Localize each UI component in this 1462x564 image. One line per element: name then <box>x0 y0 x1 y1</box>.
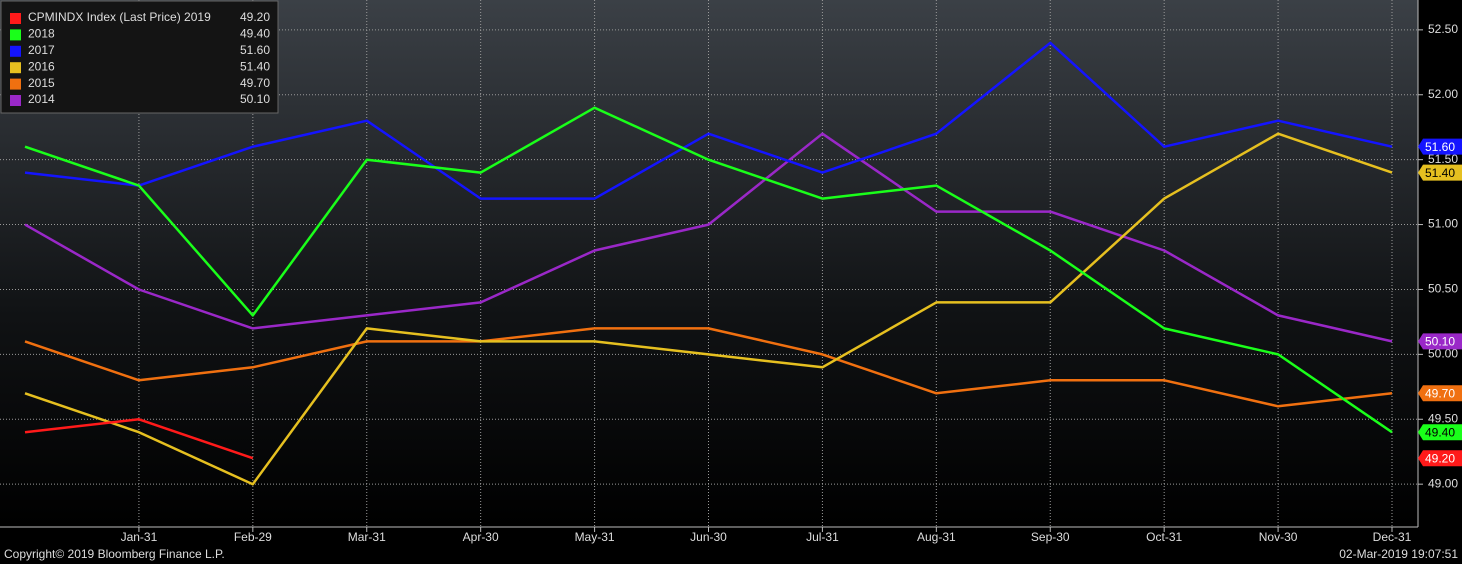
value-tag-label: 51.40 <box>1425 166 1455 180</box>
y-tick-label: 50.00 <box>1428 347 1458 361</box>
legend-value: 49.70 <box>240 76 270 90</box>
series-line <box>24 41 1393 200</box>
series-line <box>24 418 254 460</box>
legend-label: 2015 <box>28 76 55 90</box>
x-tick-label: Jul-31 <box>806 530 839 544</box>
value-tag <box>1418 385 1462 402</box>
legend-label: 2016 <box>28 59 55 73</box>
legend-box <box>0 0 279 114</box>
x-tick-label: May-31 <box>575 530 615 544</box>
value-tags: 49.20 49.40 51.60 51.40 49.70 50.10 <box>1418 138 1462 467</box>
y-tick-label: 51.50 <box>1428 152 1458 166</box>
value-tag-label: 51.60 <box>1425 140 1455 154</box>
legend-swatch <box>10 95 21 106</box>
legend-swatch <box>10 29 21 41</box>
legend-label: 2014 <box>28 92 55 106</box>
lines <box>24 41 1393 486</box>
value-tag <box>1418 164 1462 181</box>
series-line <box>24 327 1393 408</box>
value-tag-label: 49.40 <box>1425 425 1455 439</box>
legend-swatch <box>10 78 21 90</box>
legend-value: 49.20 <box>240 10 270 24</box>
legend-swatch <box>10 13 21 24</box>
series-line <box>24 132 1393 486</box>
legend-value: 51.60 <box>240 43 270 57</box>
x-tick-label: Feb-29 <box>234 530 272 544</box>
x-tick-label: Aug-31 <box>917 530 956 544</box>
y-tick-label: 49.50 <box>1428 411 1458 425</box>
value-tag-label: 49.20 <box>1425 451 1455 465</box>
y-tick-label: 49.00 <box>1428 476 1458 490</box>
x-tick-label: Mar-31 <box>348 530 386 544</box>
legend: CPMINDX Index (Last Price) 2019 49.20 2018… <box>0 0 279 114</box>
y-tick-label: 51.00 <box>1428 217 1458 231</box>
value-tag <box>1418 138 1462 155</box>
legend-label: CPMINDX Index (Last Price) 2019 <box>28 10 211 24</box>
legend-value: 50.10 <box>240 92 270 106</box>
value-tag <box>1418 450 1462 467</box>
value-tag-label: 49.70 <box>1425 386 1455 400</box>
legend-swatch <box>10 62 21 74</box>
legend-label: 2017 <box>28 43 55 57</box>
legend-label: 2018 <box>28 27 55 41</box>
copyright: Copyright© 2019 Bloomberg Finance L.P. <box>4 547 225 561</box>
x-tick-label: Dec-31 <box>1373 530 1412 544</box>
x-tick-label: Jan-31 <box>121 530 158 544</box>
value-tag <box>1418 424 1462 441</box>
x-tick-label: Apr-30 <box>463 530 499 544</box>
y-tick-label: 50.50 <box>1428 282 1458 296</box>
legend-value: 49.40 <box>240 27 270 41</box>
legend-value: 51.40 <box>240 59 270 73</box>
x-tick-label: Sep-30 <box>1031 530 1070 544</box>
series-line <box>24 106 1393 434</box>
axis-labels: 49.00 49.50 50.00 50.50 51.00 51.50 52.00 52.50… <box>121 22 1459 544</box>
x-tick-label: Nov-30 <box>1259 530 1298 544</box>
x-tick-label: Jun-30 <box>690 530 727 544</box>
value-tag-label: 50.10 <box>1425 335 1455 349</box>
y-tick-label: 52.50 <box>1428 22 1458 36</box>
legend-swatch <box>10 45 21 57</box>
value-tag <box>1418 333 1462 350</box>
y-tick-label: 52.00 <box>1428 87 1458 101</box>
x-tick-label: Oct-31 <box>1146 530 1182 544</box>
series-line <box>24 132 1393 343</box>
timestamp: 02-Mar-2019 19:07:51 <box>1339 547 1458 561</box>
